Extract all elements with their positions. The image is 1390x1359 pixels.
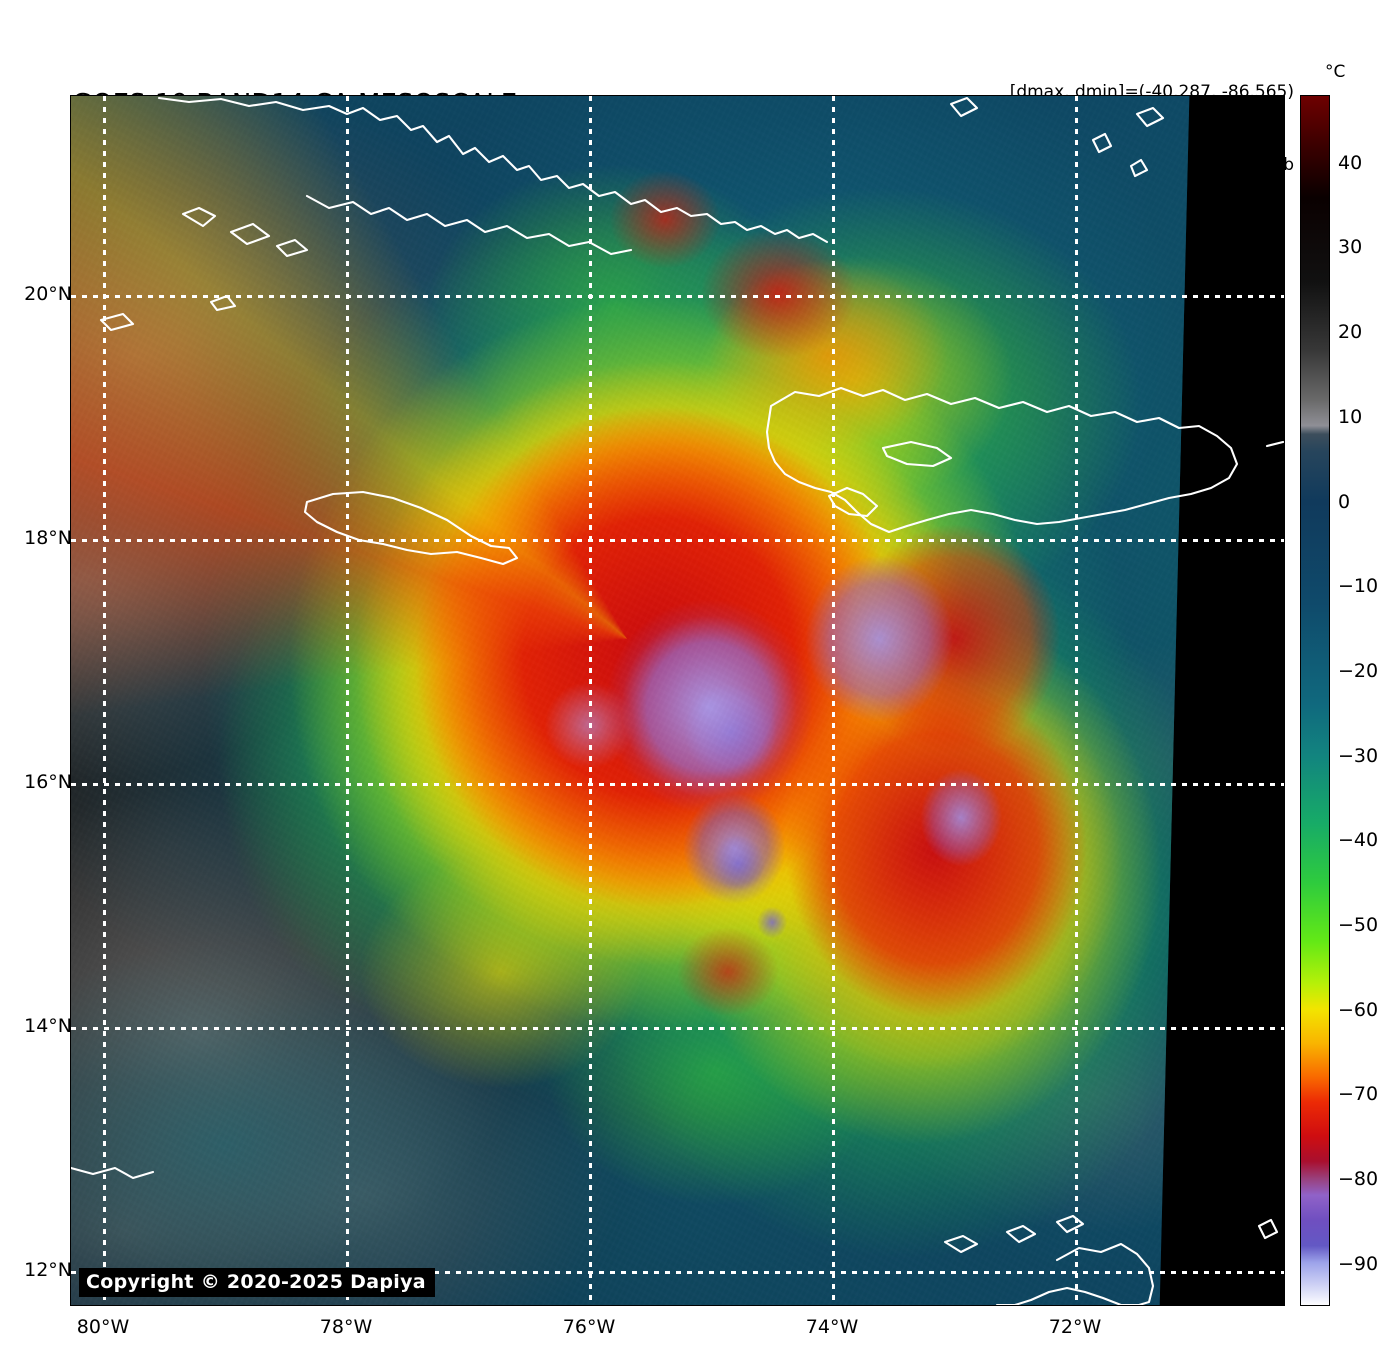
- colorbar-tick-0: 0: [1338, 490, 1351, 513]
- copyright-watermark: Copyright © 2020-2025 Dapiya: [79, 1268, 435, 1297]
- ytick-label-16n: 16°N: [24, 771, 72, 793]
- colorbar-tick-minus50: −50: [1338, 913, 1379, 936]
- colorbar-tick-20: 20: [1338, 321, 1363, 344]
- colorbar-tick-minus90: −90: [1338, 1252, 1379, 1275]
- xtick-label-74w: 74°W: [805, 1316, 859, 1338]
- plot-inner: [71, 96, 1284, 1305]
- coastline-se-island: [1257, 1218, 1279, 1240]
- colorbar-tick-minus30: −30: [1338, 744, 1379, 767]
- sat-texture-layer: [71, 96, 1190, 1305]
- colorbar-tick-minus10: −10: [1338, 575, 1379, 598]
- satellite-image-plot[interactable]: Copyright © 2020-2025 Dapiya: [70, 95, 1285, 1306]
- colorbar-tick-minus70: −70: [1338, 1083, 1379, 1106]
- colorbar[interactable]: [1300, 95, 1330, 1306]
- ytick-label-18n: 18°N: [24, 527, 72, 549]
- colorbar-tick-10: 10: [1338, 405, 1363, 428]
- satellite-sector: [71, 96, 1190, 1305]
- colorbar-tick-minus60: −60: [1338, 998, 1379, 1021]
- colorbar-gradient: [1301, 96, 1329, 1305]
- colorbar-tick-minus80: −80: [1338, 1168, 1379, 1190]
- colorbar-tick-30: 30: [1338, 236, 1363, 259]
- ytick-label-20n: 20°N: [24, 283, 72, 305]
- xtick-label-76w: 76°W: [562, 1316, 616, 1338]
- xtick-label-72w: 72°W: [1048, 1316, 1102, 1338]
- colorbar-unit-label: °C: [1325, 62, 1346, 82]
- xtick-label-78w: 78°W: [319, 1316, 373, 1338]
- colorbar-tick-minus20: −20: [1338, 659, 1379, 682]
- coastline-puerto-rico: [1265, 440, 1284, 448]
- ytick-label-12n: 12°N: [24, 1259, 72, 1281]
- colorbar-tick-minus40: −40: [1338, 829, 1379, 852]
- ytick-label-14n: 14°N: [24, 1015, 72, 1037]
- colorbar-tick-40: 40: [1338, 151, 1363, 174]
- xtick-label-80w: 80°W: [76, 1316, 130, 1338]
